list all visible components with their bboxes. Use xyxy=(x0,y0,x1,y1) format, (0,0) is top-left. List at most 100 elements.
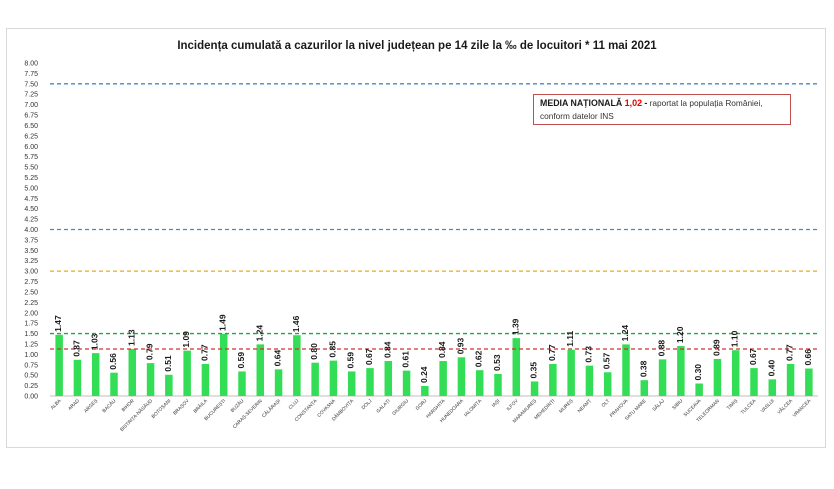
bar xyxy=(219,333,228,396)
data-label: 0.77 xyxy=(785,344,795,361)
bar xyxy=(768,379,777,396)
data-label: 0.87 xyxy=(71,340,81,357)
y-tick-label: 2.00 xyxy=(24,310,38,317)
y-tick-label: 5.25 xyxy=(24,175,38,182)
x-tick-label: IAȘI xyxy=(491,398,502,409)
bar xyxy=(146,363,155,396)
y-tick-label: 0.25 xyxy=(24,383,38,390)
note-text-2: conform datelor INS xyxy=(540,111,614,121)
y-tick-label: 4.25 xyxy=(24,217,38,224)
data-label: 0.77 xyxy=(547,344,557,361)
data-label: 0.88 xyxy=(657,340,667,357)
note-text-1: raportat la populația României, xyxy=(649,98,763,108)
chart-title: Incidența cumulată a cazurilor la nivel … xyxy=(177,40,657,52)
x-tick-label: NEAMȚ xyxy=(577,398,593,414)
y-tick-label: 5.50 xyxy=(24,165,38,172)
data-label: 0.24 xyxy=(419,366,429,383)
y-tick-label: 2.25 xyxy=(24,300,38,307)
bar xyxy=(786,363,795,396)
data-label: 0.59 xyxy=(236,352,246,369)
x-tick-label: CLUJ xyxy=(288,398,301,411)
bar xyxy=(293,335,301,396)
y-tick-label: 4.50 xyxy=(24,206,38,213)
y-tick-label: 1.00 xyxy=(24,352,38,359)
x-tick-label: BUZĂU xyxy=(229,397,246,414)
y-tick-label: 7.75 xyxy=(24,71,38,78)
y-tick-label: 2.75 xyxy=(24,279,38,286)
bar xyxy=(567,349,575,396)
data-label: 0.53 xyxy=(492,354,502,371)
bar xyxy=(695,383,703,396)
data-label: 1.09 xyxy=(181,331,191,348)
data-label: 0.85 xyxy=(327,341,337,358)
note-label: MEDIA NAȚIONALĂ xyxy=(540,98,623,108)
x-tick-label: BIHOR xyxy=(121,398,136,413)
data-label: 0.89 xyxy=(711,339,721,356)
data-label: 1.47 xyxy=(53,315,63,332)
x-tick-label: SĂLAJ xyxy=(651,397,667,413)
bar xyxy=(640,380,649,396)
x-tick-label: ILFOV xyxy=(506,398,521,413)
data-label: 0.84 xyxy=(382,341,392,358)
y-tick-label: 3.25 xyxy=(24,258,38,265)
data-label: 0.64 xyxy=(273,350,283,367)
data-label: 0.67 xyxy=(748,348,758,365)
x-tick-label: TIMIȘ xyxy=(726,398,739,411)
y-tick-label: 8.00 xyxy=(24,61,38,68)
bar xyxy=(603,372,612,396)
y-tick-label: 7.00 xyxy=(24,102,38,109)
y-tick-label: 4.75 xyxy=(24,196,38,203)
bar xyxy=(402,370,411,396)
x-tick-label: VÂLCEA xyxy=(776,397,795,416)
y-tick-label: 6.75 xyxy=(24,113,38,120)
y-tick-label: 2.50 xyxy=(24,289,38,296)
x-tick-label: DOLJ xyxy=(360,398,373,411)
bar xyxy=(256,344,265,396)
x-tick-label: VASLUI xyxy=(760,398,776,414)
y-tick-label: 3.00 xyxy=(24,269,38,276)
data-label: 1.13 xyxy=(126,329,136,346)
x-tick-label: ARAD xyxy=(67,398,81,412)
data-label: 1.24 xyxy=(254,325,264,342)
bar xyxy=(585,365,594,396)
bar xyxy=(805,368,813,396)
bar xyxy=(622,344,630,396)
x-tick-label: IALOMIȚA xyxy=(463,398,484,419)
data-label: 0.61 xyxy=(401,351,411,368)
bar xyxy=(73,359,82,396)
data-label: 0.62 xyxy=(474,350,484,367)
bar xyxy=(494,373,502,396)
bar xyxy=(55,334,63,396)
y-tick-label: 6.00 xyxy=(24,144,38,151)
y-tick-label: 0.00 xyxy=(24,394,38,401)
y-tick-label: 3.50 xyxy=(24,248,38,255)
bar xyxy=(750,368,758,396)
bar xyxy=(457,357,466,396)
x-tick-label: BRAȘOV xyxy=(172,398,191,417)
data-label: 1.39 xyxy=(510,318,520,335)
y-tick-label: 0.75 xyxy=(24,362,38,369)
x-tick-label: CĂLĂRAȘI xyxy=(260,397,282,419)
x-tick-label: BOTOȘANI xyxy=(151,398,173,420)
data-label: 1.20 xyxy=(675,326,685,343)
data-label: 1.24 xyxy=(620,325,630,342)
y-tick-label: 7.50 xyxy=(24,81,38,88)
x-tick-label: CARAȘ-SEVERIN xyxy=(232,398,264,430)
data-label: 0.80 xyxy=(309,343,319,360)
x-tick-label: BACĂU xyxy=(101,397,118,414)
national-average-note: MEDIA NAȚIONALĂ 1,02 - raportat la popul… xyxy=(533,94,791,125)
x-tick-label: GALAȚI xyxy=(375,398,391,414)
note-line-1: MEDIA NAȚIONALĂ 1,02 - raportat la popul… xyxy=(540,97,784,110)
bar xyxy=(384,361,393,396)
y-tick-label: 5.00 xyxy=(24,185,38,192)
y-tick-label: 1.25 xyxy=(24,341,38,348)
bar xyxy=(421,386,429,396)
data-label: 0.79 xyxy=(145,343,155,360)
data-label: 0.77 xyxy=(199,344,209,361)
x-tick-label: VRANCEA xyxy=(792,398,813,419)
x-tick-label: MUREȘ xyxy=(558,398,574,414)
x-tick-label: TULCEA xyxy=(740,398,758,416)
bar xyxy=(366,368,374,396)
data-label: 0.51 xyxy=(163,355,173,372)
